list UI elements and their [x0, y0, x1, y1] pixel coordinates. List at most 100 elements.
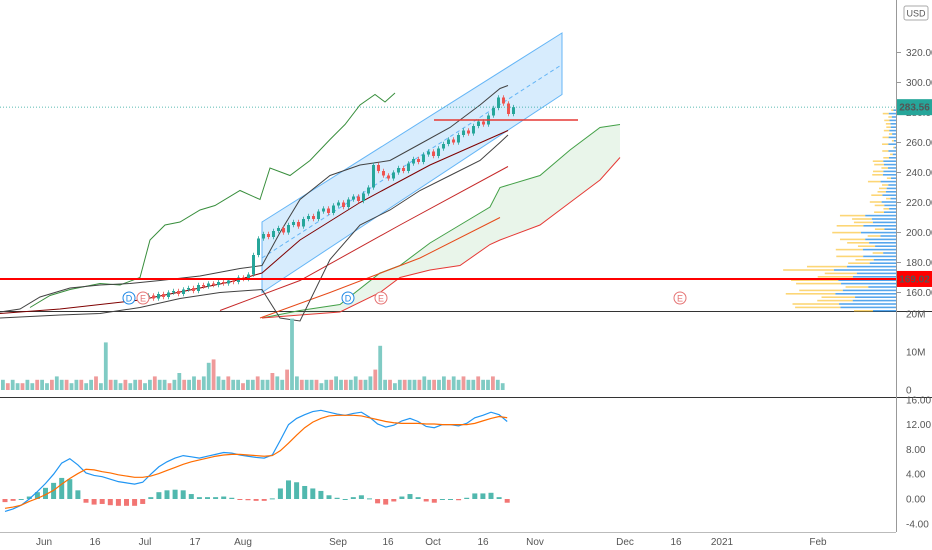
volume-bar	[162, 379, 167, 390]
volume-profile-bar	[795, 306, 841, 309]
support-price-tag-bg	[897, 270, 932, 287]
volume-profile-bar	[869, 201, 882, 203]
volume-bar	[319, 383, 324, 390]
candle-body	[222, 282, 225, 284]
macd-histogram-bar	[294, 482, 300, 499]
candle-body	[372, 165, 375, 188]
volume-bar	[393, 383, 397, 390]
candle-body	[362, 193, 365, 201]
moving-average-200	[259, 217, 501, 319]
volume-profile-bar	[860, 231, 896, 234]
volume-bar	[236, 379, 240, 390]
volume-bar	[177, 373, 182, 390]
candle-body	[502, 97, 505, 104]
macd-tick-label: 12.00	[906, 420, 931, 431]
macd-histogram-bar	[383, 499, 389, 505]
volume-profile-bar	[893, 109, 896, 111]
candle-body	[342, 202, 345, 207]
volume-profile-bar	[890, 177, 896, 179]
candle-body	[382, 171, 385, 176]
volume-profile-bar	[888, 112, 896, 115]
event-marker-circle	[136, 291, 150, 305]
time-tick-label: 16	[670, 537, 682, 548]
volume-profile-bar	[883, 160, 896, 162]
volume-profile-bar	[882, 136, 889, 139]
macd-histogram-bar	[367, 498, 372, 500]
candle-body	[197, 285, 200, 291]
candle-body	[492, 108, 495, 116]
macd-histogram-bar	[140, 499, 146, 504]
volume-bar	[290, 318, 294, 390]
volume-tick-label: 10M	[906, 348, 925, 359]
macd-histogram-bar	[237, 499, 243, 500]
volume-bar	[495, 379, 500, 390]
volume-profile-bar	[885, 123, 891, 125]
volume-profile-bar	[893, 140, 896, 142]
volume-profile-bar	[877, 191, 886, 193]
volume-profile-bar	[792, 303, 840, 305]
volume-bar	[123, 379, 128, 390]
volume-profile-bar	[882, 112, 889, 115]
macd-histogram-bar	[269, 498, 275, 500]
volume-profile-bar	[883, 170, 896, 173]
volume-profile-bar	[886, 177, 891, 179]
volume-bar	[133, 379, 138, 390]
volume-profile-bar	[890, 153, 893, 156]
volume-bar	[138, 379, 142, 390]
volume-bar	[255, 376, 260, 390]
macd-histogram-bar	[115, 499, 121, 506]
volume-bar	[378, 345, 383, 390]
time-tick-label: Aug	[234, 537, 252, 548]
macd-tick-label: 8.00	[906, 445, 926, 456]
volume-profile-bar	[835, 248, 863, 251]
macd-axis: 16.00 12.00 8.00 4.00 0.00 -4.00	[906, 395, 931, 530]
volume-bar	[422, 376, 427, 390]
candle-body	[447, 139, 450, 144]
volume-profile-bar	[892, 153, 896, 156]
volume-bar	[260, 379, 265, 390]
volume-profile-bar	[888, 133, 893, 135]
macd-histogram-bar	[439, 499, 445, 500]
price-tick-label: 200.00	[906, 228, 932, 239]
macd-histogram-bar	[229, 497, 235, 499]
volume-profile-bar	[882, 143, 889, 145]
time-tick-label: 16	[477, 537, 489, 548]
candle-body	[282, 228, 285, 233]
candle-body	[207, 283, 210, 287]
volume-bar	[113, 379, 118, 390]
volume-profile-bar	[839, 238, 866, 241]
volume-profile-bar	[874, 163, 885, 166]
volume-bar	[353, 376, 358, 390]
volume-bar	[5, 383, 10, 390]
volume-bar	[201, 376, 206, 390]
macd-tick-label: 4.00	[906, 470, 926, 481]
volume-profile-bar	[806, 265, 848, 268]
volume-profile-bar	[791, 279, 839, 281]
macd-histogram-bar	[124, 499, 129, 506]
time-axis: Jun 16 Jul 17 Aug Sep 16 Oct 16 Nov Dec 16 2021 Feb	[36, 537, 827, 548]
candle-body	[317, 211, 320, 219]
candle-body	[457, 135, 460, 143]
volume-bar	[241, 383, 245, 390]
volume-profile-bar	[894, 146, 896, 149]
volume-profile-bar	[865, 214, 896, 217]
candle-body	[217, 282, 220, 285]
volume-bar	[30, 383, 35, 390]
time-tick-label: 16	[382, 537, 394, 548]
currency-label: USD	[906, 9, 926, 19]
macd-histogram-bar	[302, 485, 308, 499]
time-tick-label: Nov	[526, 537, 544, 548]
macd-histogram-bar	[221, 496, 227, 499]
event-marker-circle	[122, 291, 136, 305]
volume-bar	[89, 379, 93, 390]
volume-profile-bar	[873, 170, 884, 173]
macd-histogram-bar	[464, 497, 470, 499]
horizontal-lines[interactable]	[0, 106, 896, 280]
volume-profile-bar	[882, 194, 896, 196]
event-marker-circle	[341, 291, 355, 305]
currency-badge[interactable]	[903, 5, 929, 21]
volume-bar	[187, 379, 191, 390]
volume-profile-bar	[836, 255, 864, 258]
